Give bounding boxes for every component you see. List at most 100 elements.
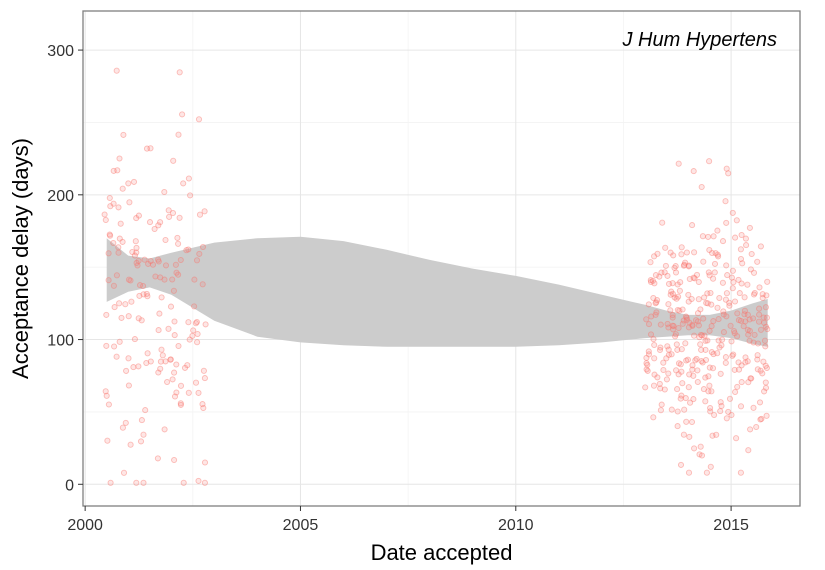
data-point	[747, 375, 754, 382]
data-point	[125, 355, 132, 362]
data-point	[651, 280, 658, 287]
data-point	[665, 370, 672, 377]
data-point	[653, 299, 660, 306]
data-point	[718, 402, 725, 410]
data-point	[685, 291, 692, 298]
data-point	[710, 275, 717, 282]
data-point	[654, 297, 661, 304]
data-point	[667, 291, 674, 298]
data-point	[201, 459, 209, 466]
data-point	[723, 262, 730, 269]
data-point	[750, 291, 758, 298]
data-point	[686, 371, 693, 378]
data-point	[194, 330, 201, 338]
data-point	[723, 165, 730, 172]
data-point	[176, 69, 183, 76]
data-point	[187, 192, 194, 199]
data-point	[107, 232, 114, 239]
data-point	[678, 392, 685, 399]
data-point	[662, 262, 669, 269]
data-point	[744, 311, 751, 318]
data-point	[678, 346, 685, 353]
data-point	[762, 323, 770, 330]
data-point	[199, 281, 206, 288]
data-point	[746, 327, 753, 334]
data-point	[735, 366, 743, 373]
data-point	[728, 274, 735, 281]
data-point	[679, 306, 686, 313]
data-point	[671, 294, 678, 301]
data-point	[126, 199, 133, 206]
data-point	[677, 395, 684, 402]
data-point	[704, 290, 711, 297]
data-point	[678, 251, 685, 258]
data-point	[718, 342, 725, 349]
x-tick-label: 2000	[67, 517, 103, 534]
data-point	[726, 302, 733, 309]
data-point	[670, 252, 677, 259]
data-point	[705, 269, 712, 276]
data-point	[688, 295, 695, 303]
data-point	[699, 233, 706, 240]
data-point	[669, 314, 676, 321]
data-point	[698, 332, 706, 339]
data-point	[753, 423, 760, 431]
data-point	[106, 231, 113, 238]
data-point	[676, 307, 683, 314]
data-point	[672, 269, 680, 276]
data-point	[110, 167, 117, 174]
data-point	[711, 260, 719, 267]
data-point	[700, 258, 707, 265]
data-point	[191, 303, 198, 310]
data-point	[669, 290, 676, 297]
data-point	[737, 317, 745, 324]
data-point	[164, 378, 171, 386]
data-point	[143, 290, 150, 297]
data-point	[709, 365, 717, 372]
data-point	[140, 291, 147, 298]
data-point	[754, 258, 761, 265]
data-point	[690, 372, 697, 379]
data-point	[171, 393, 179, 400]
data-point	[674, 346, 681, 353]
data-point	[733, 217, 740, 224]
data-point	[750, 404, 757, 411]
data-point	[162, 262, 170, 269]
data-point	[171, 332, 178, 339]
data-point	[716, 344, 723, 351]
data-point	[711, 411, 718, 419]
panel-border	[82, 10, 801, 507]
data-point	[177, 256, 184, 264]
data-point	[648, 313, 655, 320]
data-point	[131, 336, 138, 343]
data-point	[719, 336, 726, 343]
data-point	[717, 408, 724, 415]
data-point	[701, 294, 708, 301]
data-point	[681, 406, 688, 413]
data-point	[698, 346, 705, 353]
data-point	[155, 369, 162, 376]
data-point	[750, 269, 758, 276]
data-point	[127, 441, 134, 448]
data-point	[647, 331, 655, 338]
data-point	[161, 188, 168, 196]
data-point	[167, 303, 175, 310]
data-point	[140, 431, 147, 438]
data-point	[731, 330, 738, 337]
data-point	[135, 315, 142, 322]
data-point	[690, 274, 697, 281]
data-point	[654, 374, 661, 381]
data-point	[676, 287, 683, 294]
data-point	[144, 350, 151, 357]
data-point	[761, 319, 768, 326]
data-point	[184, 362, 191, 369]
data-point	[113, 67, 120, 74]
data-point	[692, 317, 700, 324]
data-point	[735, 276, 742, 283]
data-point	[723, 415, 730, 422]
data-point	[647, 278, 655, 286]
data-point	[675, 371, 682, 378]
data-point	[744, 281, 751, 288]
data-point	[195, 477, 202, 484]
data-point	[120, 469, 128, 476]
